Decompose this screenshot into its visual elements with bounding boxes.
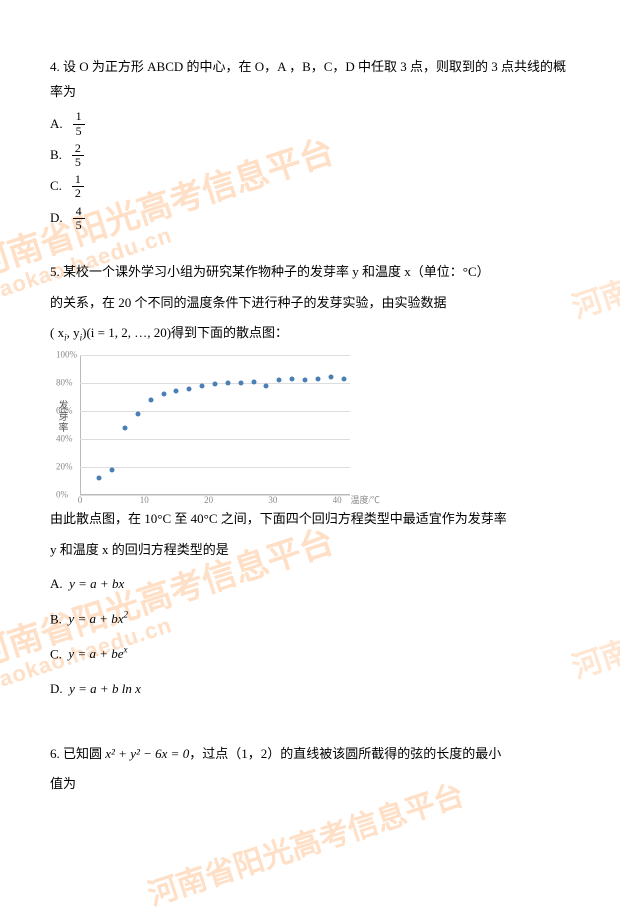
chart-point [225, 380, 230, 385]
chart-point [213, 382, 218, 387]
chart-point [123, 425, 128, 430]
chart-point [174, 389, 179, 394]
chart-ytick: 60% [56, 402, 73, 419]
chart-point [161, 392, 166, 397]
chart-gridline [80, 355, 350, 356]
chart-xtick: 20 [204, 492, 213, 509]
chart-gridline [80, 411, 350, 412]
chart-point [148, 397, 153, 402]
chart-point [341, 376, 346, 381]
q5-line3: ( xi, yi)(i = 1, 2, …, 20)得到下面的散点图： [50, 321, 570, 347]
q6-line2: 值为 [50, 772, 570, 797]
scatter-chart-wrap: 发芽率 温度/℃ 0%20%40%60%80%100%010203040 [80, 355, 380, 495]
chart-point [110, 467, 115, 472]
page-content: 4. 设 O 为正方形 ABCD 的中心，在 O，A ，B，C，D 中任取 3 … [0, 0, 620, 855]
q5-option-c: C. y = a + bex [50, 642, 570, 667]
question-4: 4. 设 O 为正方形 ABCD 的中心，在 O，A ，B，C，D 中任取 3 … [50, 55, 570, 232]
chart-gridline [80, 467, 350, 468]
question-5: 5. 某校一个课外学习小组为研究某作物种子的发芽率 y 和温度 x（单位：°C）… [50, 260, 570, 702]
chart-ytick: 0% [56, 486, 68, 503]
chart-point [251, 379, 256, 384]
q5-line1: 5. 某校一个课外学习小组为研究某作物种子的发芽率 y 和温度 x（单位：°C） [50, 260, 570, 285]
option-label: D. [50, 206, 63, 231]
q4-option-a: A. 15 [50, 110, 570, 137]
q6-line1: 6. 已知圆 x² + y² − 6x = 0，过点（1，2）的直线被该圆所截得… [50, 742, 570, 767]
chart-ytick: 20% [56, 458, 73, 475]
q5-after1: 由此散点图，在 10°C 至 40°C 之间，下面四个回归方程类型中最适宜作为发… [50, 507, 570, 532]
q5-option-a: A. y = a + bx [50, 572, 570, 597]
chart-xtick: 40 [333, 492, 342, 509]
chart-gridline [80, 495, 350, 496]
chart-point [97, 476, 102, 481]
q4-option-d: D. 45 [50, 205, 570, 232]
chart-point [328, 375, 333, 380]
question-6: 6. 已知圆 x² + y² − 6x = 0，过点（1，2）的直线被该圆所截得… [50, 742, 570, 797]
scatter-chart: 发芽率 温度/℃ 0%20%40%60%80%100%010203040 [80, 355, 350, 495]
chart-xtick: 30 [268, 492, 277, 509]
chart-point [303, 378, 308, 383]
q4-text: 4. 设 O 为正方形 ABCD 的中心，在 O，A ，B，C，D 中任取 3 … [50, 55, 570, 104]
q5-option-d: D. y = a + b ln x [50, 677, 570, 702]
chart-ytick: 80% [56, 374, 73, 391]
chart-point [264, 383, 269, 388]
chart-xtick: 10 [140, 492, 149, 509]
chart-point [135, 411, 140, 416]
q5-option-b: B. y = a + bx2 [50, 607, 570, 632]
chart-axis-y [80, 355, 81, 495]
q4-option-b: B. 25 [50, 142, 570, 169]
chart-ytick: 100% [56, 346, 77, 363]
chart-point [238, 380, 243, 385]
chart-point [315, 376, 320, 381]
chart-xtick: 0 [78, 492, 83, 509]
q4-option-c: C. 12 [50, 173, 570, 200]
chart-point [290, 376, 295, 381]
chart-point [187, 386, 192, 391]
q5-line2: 的关系，在 20 个不同的温度条件下进行种子的发芽实验，由实验数据 [50, 291, 570, 316]
option-label: B. [50, 143, 62, 168]
chart-gridline [80, 439, 350, 440]
option-label: A. [50, 112, 63, 137]
option-label: C. [50, 174, 62, 199]
chart-ytick: 40% [56, 430, 73, 447]
chart-xlabel: 温度/℃ [350, 492, 380, 509]
q5-after2: y 和温度 x 的回归方程类型的是 [50, 538, 570, 563]
chart-point [277, 378, 282, 383]
chart-point [200, 383, 205, 388]
